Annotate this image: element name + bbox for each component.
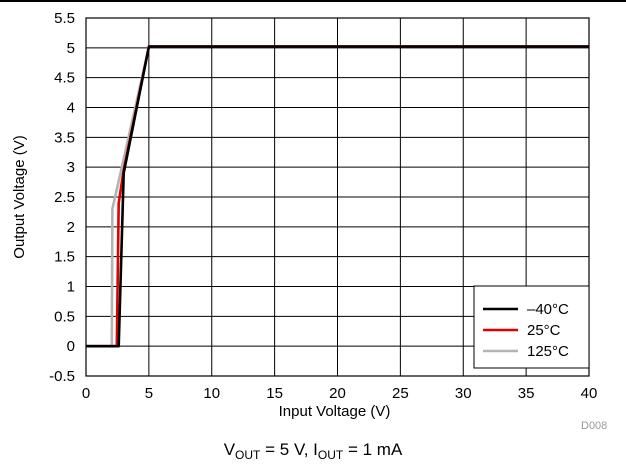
x-tick-labels: 0 5 10 15 20 25 30 35 40: [82, 385, 598, 402]
series-line: [86, 45, 589, 348]
legend: –40°C 25°C 125°C: [473, 285, 590, 369]
x-tick-label: 0: [82, 385, 90, 402]
y-tick-label: 2.5: [54, 189, 75, 206]
y-tick-label: 2: [67, 219, 75, 236]
legend-label: 125°C: [527, 343, 569, 360]
y-tick-label: 4: [67, 100, 75, 117]
caption-vout-value: = 5 V, I: [260, 440, 318, 459]
legend-box: [473, 285, 590, 369]
caption: VOUT = 5 V, IOUT = 1 mA: [0, 440, 626, 462]
x-tick-label: 5: [145, 385, 153, 402]
x-axis-label: Input Voltage (V): [279, 403, 391, 420]
y-tick-label: 0.5: [54, 308, 75, 325]
y-tick-label: 4.5: [54, 70, 75, 87]
x-tick-label: 30: [455, 385, 472, 402]
y-tick-label: 1: [67, 279, 75, 296]
legend-label: –40°C: [527, 301, 569, 318]
x-tick-label: 25: [392, 385, 409, 402]
x-tick-label: 40: [581, 385, 598, 402]
y-axis-label: Output Voltage (V): [11, 135, 28, 258]
y-tick-label: 5.5: [54, 10, 75, 27]
y-tick-label: 0: [67, 338, 75, 355]
plot-frame: [85, 17, 590, 377]
caption-vout-label: V: [223, 440, 236, 459]
y-tick-label: 1.5: [54, 249, 75, 266]
y-tick-labels: -0.5 0 0.5 1 1.5 2 2.5 3 3.5 4 4.5 5 5.5: [49, 10, 75, 385]
line-chart: 0 5 10 15 20 25 30 35 40 -0.5 0 0.5 1 1.5 2 2.5 3 3.5 4 4.…: [11, 10, 598, 420]
caption-iout-sub: OUT: [317, 448, 344, 462]
figure-id: D008: [581, 420, 608, 432]
y-tick-label: 3: [67, 159, 75, 176]
y-tick-label: 3.5: [54, 129, 75, 146]
caption-iout-value: = 1 mA: [343, 440, 403, 459]
x-tick-label: 15: [266, 385, 283, 402]
x-tick-label: 20: [329, 385, 346, 402]
y-tick-label: 5: [67, 40, 75, 57]
series-layer: [86, 45, 589, 348]
top-rule: [0, 0, 626, 2]
caption-vout-sub: OUT: [235, 448, 261, 462]
x-tick-label: 35: [518, 385, 535, 402]
legend-label: 25°C: [527, 322, 561, 339]
y-tick-label: -0.5: [49, 368, 75, 385]
x-tick-label: 10: [203, 385, 220, 402]
